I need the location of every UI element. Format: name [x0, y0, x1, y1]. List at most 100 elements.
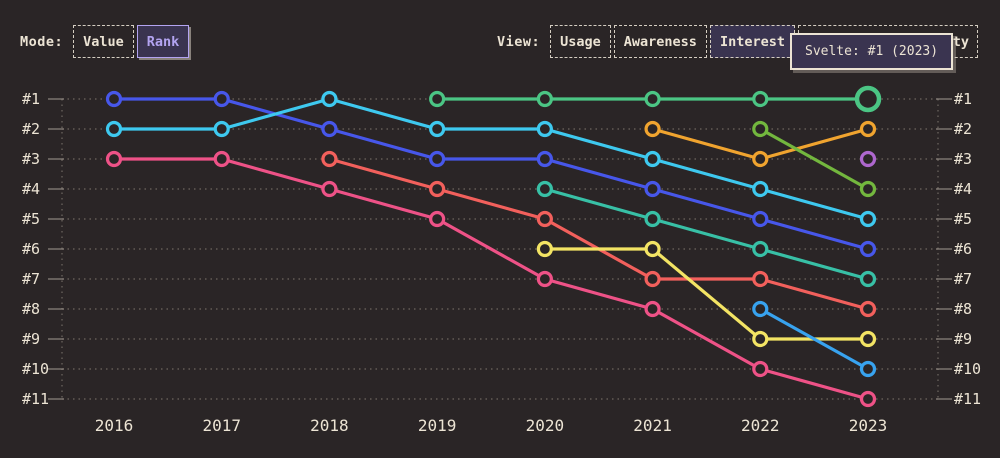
data-point-magenta-pink-2020[interactable]	[536, 270, 553, 288]
data-point-cyan-2023[interactable]	[859, 210, 877, 228]
data-point-emerald-green-2021[interactable]	[644, 90, 661, 108]
view-option-usage[interactable]: Usage	[550, 25, 611, 58]
year-label: 2019	[418, 416, 457, 435]
mode-toggle-group: Mode: Value Rank	[20, 25, 190, 58]
data-point-salmon-red-2022[interactable]	[752, 270, 769, 288]
series-line-royal-blue	[114, 97, 869, 251]
view-option-awareness[interactable]: Awareness	[613, 25, 707, 58]
rank-label-right: #9	[954, 330, 972, 348]
data-point-royal-blue-2020[interactable]	[536, 150, 553, 168]
data-point-teal-2022[interactable]	[752, 240, 769, 258]
rank-label-left: #4	[22, 180, 40, 198]
chart-tooltip-text: Svelte: #1 (2023)	[805, 44, 939, 59]
data-point-yellow-2023[interactable]	[859, 330, 877, 348]
view-toggle-group: View: Usage Awareness Interest Positivit…	[497, 25, 978, 58]
data-point-royal-blue-2022[interactable]	[752, 210, 769, 228]
data-point-salmon-red-2019[interactable]	[429, 180, 446, 198]
rank-label-left: #1	[22, 90, 40, 108]
data-point-teal-2020[interactable]	[536, 180, 553, 198]
data-point-emerald-green-2019[interactable]	[429, 90, 446, 108]
toolbar: Mode: Value Rank View: Usage Awareness I…	[0, 0, 1000, 76]
data-point-salmon-red-2021[interactable]	[644, 270, 661, 288]
series-line-magenta-pink	[114, 157, 869, 401]
data-point-salmon-red-2018[interactable]	[321, 150, 338, 168]
rank-label-left: #9	[22, 330, 40, 348]
mode-option-rank[interactable]: Rank	[136, 25, 190, 58]
view-label: View:	[497, 33, 541, 50]
rank-label-right: #3	[954, 150, 972, 168]
series-line-teal	[544, 187, 869, 281]
data-point-yellow-2022[interactable]	[752, 330, 769, 348]
data-point-emerald-green-2020[interactable]	[536, 90, 553, 108]
data-point-orange-2023[interactable]	[859, 120, 877, 138]
data-point-magenta-pink-2022[interactable]	[752, 360, 769, 378]
rank-label-right: #11	[954, 390, 981, 408]
rank-label-right: #2	[954, 120, 972, 138]
year-label: 2018	[310, 416, 349, 435]
data-point-cyan-2017[interactable]	[213, 120, 230, 138]
rank-label-left: #6	[22, 240, 40, 258]
mode-option-value[interactable]: Value	[73, 25, 134, 58]
rank-label-right: #10	[954, 360, 981, 378]
chart-tooltip: Svelte: #1 (2023)	[790, 33, 954, 70]
data-point-royal-blue-2017[interactable]	[213, 90, 230, 108]
data-point-purple-2023[interactable]	[859, 150, 877, 168]
data-point-teal-2023[interactable]	[859, 270, 877, 288]
view-option-interest[interactable]: Interest	[709, 25, 795, 58]
data-point-cyan-2019[interactable]	[429, 120, 446, 138]
rank-label-right: #7	[954, 270, 972, 288]
rank-label-left: #11	[22, 390, 49, 408]
data-point-salmon-red-2023[interactable]	[859, 300, 877, 318]
year-label: 2016	[95, 416, 134, 435]
data-point-magenta-pink-2016[interactable]	[105, 150, 123, 168]
rank-label-right: #1	[954, 90, 972, 108]
rank-label-right: #8	[954, 300, 972, 318]
year-label: 2023	[849, 416, 888, 435]
series-line-sky-blue	[759, 307, 869, 371]
data-point-cyan-2020[interactable]	[536, 120, 553, 138]
rank-label-left: #3	[22, 150, 40, 168]
data-point-magenta-pink-2019[interactable]	[429, 210, 446, 228]
data-point-cyan-2016[interactable]	[105, 120, 123, 138]
data-point-royal-blue-2018[interactable]	[321, 120, 338, 138]
data-point-magenta-pink-2023[interactable]	[859, 390, 877, 408]
data-point-royal-blue-2019[interactable]	[429, 150, 446, 168]
data-point-royal-blue-2021[interactable]	[644, 180, 661, 198]
year-label: 2020	[526, 416, 565, 435]
data-point-cyan-2022[interactable]	[752, 180, 769, 198]
rank-label-right: #4	[954, 180, 972, 198]
data-point-yellow-2020[interactable]	[536, 240, 553, 258]
data-point-magenta-pink-2021[interactable]	[644, 300, 661, 318]
mode-label: Mode:	[20, 33, 64, 50]
data-point-orange-2022[interactable]	[752, 150, 769, 168]
series-line-cyan	[114, 97, 869, 221]
rank-label-right: #6	[954, 240, 972, 258]
data-point-cyan-2018[interactable]	[321, 90, 338, 108]
data-point-olive-green-2023[interactable]	[859, 180, 877, 198]
data-point-cyan-2021[interactable]	[644, 150, 661, 168]
year-label: 2021	[633, 416, 672, 435]
rank-label-left: #7	[22, 270, 40, 288]
data-point-magenta-pink-2017[interactable]	[213, 150, 230, 168]
rank-label-right: #5	[954, 210, 972, 228]
data-point-emerald-green-2022[interactable]	[752, 90, 769, 108]
data-point-yellow-2021[interactable]	[644, 240, 661, 258]
data-point-magenta-pink-2018[interactable]	[321, 180, 338, 198]
highlighted-data-point[interactable]	[854, 85, 882, 113]
rank-label-left: #10	[22, 360, 49, 378]
year-label: 2022	[741, 416, 780, 435]
data-point-salmon-red-2020[interactable]	[536, 210, 553, 228]
rank-label-left: #5	[22, 210, 40, 228]
data-point-teal-2021[interactable]	[644, 210, 661, 228]
rank-label-left: #8	[22, 300, 40, 318]
data-point-olive-green-2022[interactable]	[752, 120, 769, 138]
series-line-olive-green	[759, 127, 869, 191]
data-point-orange-2021[interactable]	[644, 120, 661, 138]
series-line-salmon-red	[328, 157, 869, 311]
data-point-sky-blue-2022[interactable]	[752, 300, 769, 318]
data-point-royal-blue-2016[interactable]	[105, 90, 123, 108]
rank-label-left: #2	[22, 120, 40, 138]
data-point-royal-blue-2023[interactable]	[859, 240, 877, 258]
data-point-sky-blue-2023[interactable]	[859, 360, 877, 378]
